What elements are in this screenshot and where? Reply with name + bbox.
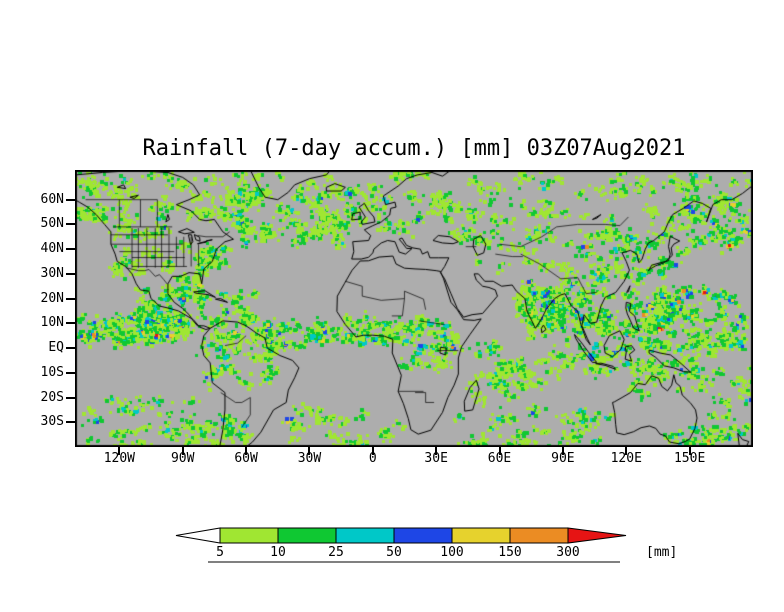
lon-tick-mark <box>118 447 121 455</box>
lon-tick-mark <box>561 447 564 455</box>
lat-tick-mark <box>66 272 75 275</box>
lon-tick-mark <box>371 447 374 455</box>
colorbar-level-label: 25 <box>328 545 344 560</box>
colorbar-level-label: 150 <box>498 545 521 560</box>
colorbar-segment <box>335 527 395 544</box>
colorbar-level-label: 100 <box>440 545 463 560</box>
lon-tick-label: 30E <box>424 451 448 466</box>
lat-tick-label: 20N <box>40 290 64 306</box>
colorbar-right-arrow <box>567 527 627 544</box>
lon-tick-label: 120E <box>610 451 642 466</box>
colorbar-segment <box>219 527 279 544</box>
lon-tick-label: 90E <box>551 451 575 466</box>
lon-tick-mark <box>688 447 691 455</box>
lat-tick-mark <box>66 297 75 300</box>
lat-tick-label: 50N <box>40 216 64 232</box>
colorbar-segment <box>451 527 511 544</box>
colorbar-segment <box>393 527 453 544</box>
colorbar-level-label: 10 <box>270 545 286 560</box>
lat-tick-mark <box>66 421 75 424</box>
colorbar-units-label: [mm] <box>646 545 677 560</box>
rainfall-map-canvas <box>75 170 753 447</box>
lon-tick-mark <box>181 447 184 455</box>
lon-tick-mark <box>245 447 248 455</box>
lon-tick-label: 60W <box>234 451 258 466</box>
colorbar-level-label: 300 <box>556 545 579 560</box>
colorbar-segment <box>509 527 569 544</box>
colorbar-left-arrow <box>175 527 221 544</box>
colorbar-level-label: 5 <box>216 545 224 560</box>
lat-tick-mark <box>66 198 75 201</box>
lat-tick-mark <box>66 248 75 251</box>
lat-tick-mark <box>66 223 75 226</box>
lon-tick-mark <box>625 447 628 455</box>
lat-tick-mark <box>66 347 75 350</box>
lat-tick-mark <box>66 396 75 399</box>
lon-tick-label: 0 <box>368 451 377 466</box>
colorbar-legend: 5 10 25 50 100 150 300 [mm] <box>175 527 677 563</box>
chart-title: Rainfall (7-day accum.) [mm] 03Z07Aug202… <box>142 136 686 161</box>
lat-tick-label: EQ <box>48 340 64 356</box>
lat-tick-label: 60N <box>40 191 64 207</box>
lat-tick-label: 20S <box>40 389 64 405</box>
lon-tick-mark <box>498 447 501 455</box>
colorbar-segment <box>277 527 337 544</box>
lat-tick-label: 30N <box>40 265 64 281</box>
lon-tick-label: 90W <box>170 451 195 466</box>
colorbar-level-label: 50 <box>386 545 402 560</box>
lon-tick-mark <box>435 447 438 455</box>
lon-tick-label: 30W <box>297 451 322 466</box>
lon-tick-label: 120W <box>103 451 135 466</box>
lat-tick-mark <box>66 371 75 374</box>
lat-tick-label: 10S <box>40 364 64 380</box>
lat-tick-mark <box>66 322 75 325</box>
lon-tick-label: 60E <box>487 451 512 466</box>
lat-tick-label: 10N <box>40 315 64 331</box>
lat-tick-label: 30S <box>40 414 64 430</box>
lon-tick-mark <box>308 447 311 455</box>
lon-tick-label: 150E <box>673 451 706 466</box>
lat-tick-label: 40N <box>40 241 64 257</box>
map-plot-area <box>75 170 753 447</box>
